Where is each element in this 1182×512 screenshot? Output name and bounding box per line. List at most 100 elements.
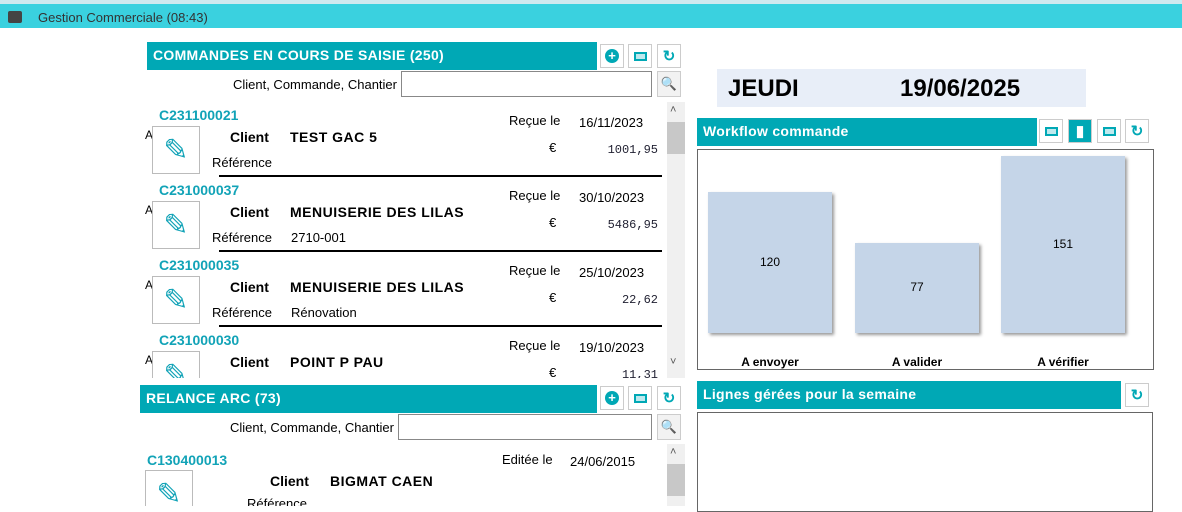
lignes-header: Lignes gérées pour la semaine — [697, 381, 1121, 409]
reference-value: Rénovation — [291, 305, 357, 320]
divider — [219, 325, 662, 327]
search-button[interactable]: 🔍 — [657, 71, 681, 97]
order-id[interactable]: C231000035 — [159, 257, 240, 273]
relance-search-input[interactable] — [398, 414, 652, 440]
list-icon — [1102, 126, 1116, 136]
relance-item[interactable]: C130400013 ✎ Client BIGMAT CAEN Référenc… — [140, 444, 665, 506]
lignes-panel — [697, 412, 1153, 512]
recue-date: 25/10/2023 — [579, 265, 645, 280]
commandes-search-input[interactable] — [401, 71, 652, 97]
bar-value-label: 77 — [910, 279, 924, 294]
order-item[interactable]: C231000030 Ac ✎ Client POINT P PAU Référ… — [145, 327, 662, 378]
recue-label: Reçue le — [509, 338, 561, 353]
list-button[interactable] — [628, 44, 652, 68]
reference-label: Référence — [247, 496, 307, 506]
current-date: 19/06/2025 — [900, 75, 1021, 102]
scroll-up-icon[interactable]: ˄ — [670, 104, 677, 116]
scroll-thumb[interactable] — [667, 122, 685, 154]
scroll-down-icon[interactable]: ˅ — [670, 356, 677, 368]
order-id[interactable]: C231000037 — [159, 182, 240, 198]
date-box: JEUDI 19/06/2025 — [717, 69, 1086, 107]
recue-label: Reçue le — [509, 188, 561, 203]
relance-add-button[interactable]: + — [600, 386, 624, 410]
relance-header: RELANCE ARC (73) — [140, 385, 597, 413]
amount: 5486,95 — [607, 218, 658, 232]
bar-value-label: 120 — [759, 254, 781, 269]
title-bar: Gestion Commerciale (08:43) — [0, 0, 1182, 28]
client-label: Client — [230, 129, 269, 145]
refresh-icon: ↻ — [662, 48, 676, 65]
refresh-button[interactable]: ↻ — [657, 44, 681, 68]
edit-button[interactable]: ✎ — [152, 126, 200, 174]
euro-label: € — [549, 290, 557, 305]
recue-date: 19/10/2023 — [579, 340, 645, 355]
recue-label: Reçue le — [509, 263, 561, 278]
workflow-refresh-button[interactable]: ↻ — [1125, 119, 1149, 143]
window-title: Gestion Commerciale (08:43) — [38, 10, 208, 25]
divider — [219, 250, 662, 252]
client-label: Client — [230, 204, 269, 220]
pencil-icon: ✎ — [156, 477, 182, 507]
client-label: Client — [230, 354, 269, 370]
editee-label: Editée le — [502, 452, 553, 467]
reference-label: Référence — [212, 155, 272, 170]
edit-button[interactable]: ✎ — [145, 470, 193, 506]
euro-label: € — [549, 365, 557, 378]
workflow-list-button[interactable] — [1039, 119, 1063, 143]
add-button[interactable]: + — [600, 44, 624, 68]
search-label: Client, Commande, Chantier — [232, 77, 397, 92]
commandes-header: COMMANDES EN COURS DE SAISIE (250) — [147, 42, 597, 70]
edit-button[interactable]: ✎ — [152, 351, 200, 378]
scroll-up-icon[interactable]: ˄ — [670, 446, 677, 458]
category-label: A envoyer — [741, 355, 799, 369]
category-label: A valider — [891, 355, 943, 369]
bar-2[interactable]: 151 — [1001, 156, 1125, 333]
order-item[interactable]: C231000035 Ac ✎ Client MENUISERIE DES LI… — [145, 252, 662, 327]
relance-refresh-button[interactable]: ↻ — [657, 386, 681, 410]
pencil-icon: ✎ — [163, 208, 189, 242]
lignes-refresh-button[interactable]: ↻ — [1125, 383, 1149, 407]
reference-value: 2710-001 — [291, 230, 346, 245]
bookmark-button[interactable]: ▮ — [1068, 119, 1092, 143]
relance-id[interactable]: C130400013 — [147, 452, 228, 468]
briefcase-icon — [8, 11, 22, 23]
divider — [219, 175, 662, 177]
reference-label: Référence — [212, 230, 272, 245]
category-label: A vérifier — [1037, 355, 1089, 369]
workflow-header: Workflow commande — [697, 118, 1037, 146]
day-name: JEUDI — [728, 75, 799, 102]
order-id[interactable]: C231000030 — [159, 332, 240, 348]
relance-search-button[interactable]: 🔍 — [657, 414, 681, 440]
client-value: MENUISERIE DES LILAS — [290, 204, 465, 220]
client-label: Client — [270, 473, 309, 489]
editee-date: 24/06/2015 — [570, 454, 636, 469]
refresh-icon: ↻ — [1130, 123, 1144, 140]
list-icon — [1044, 126, 1058, 136]
client-label: Client — [230, 279, 269, 295]
amount: 22,62 — [621, 293, 658, 307]
relance-search-label: Client, Commande, Chantier — [229, 420, 394, 435]
client-value: POINT P PAU — [290, 354, 384, 370]
list-icon — [633, 51, 647, 61]
reference-label: Référence — [212, 305, 272, 320]
scroll-thumb[interactable] — [667, 464, 685, 496]
client-value: TEST GAC 5 — [290, 129, 378, 145]
edit-button[interactable]: ✎ — [152, 276, 200, 324]
workflow-list-button-2[interactable] — [1097, 119, 1121, 143]
order-item[interactable]: C231100021 Ac ✎ Client TEST GAC 5 Référe… — [145, 102, 662, 177]
commandes-scrollbar[interactable]: ˄ ˅ — [667, 102, 685, 378]
bar-0[interactable]: 120 — [708, 192, 832, 333]
list-icon — [633, 393, 647, 403]
search-icon: 🔍 — [660, 76, 678, 91]
relance-scrollbar[interactable]: ˄ — [667, 444, 685, 506]
bar-1[interactable]: 77 — [855, 242, 979, 333]
relance-list-button[interactable] — [628, 386, 652, 410]
edit-button[interactable]: ✎ — [152, 201, 200, 249]
order-item[interactable]: C231000037 Ac ✎ Client MENUISERIE DES LI… — [145, 177, 662, 252]
order-id[interactable]: C231100021 — [159, 107, 239, 123]
pencil-icon: ✎ — [163, 133, 189, 167]
recue-label: Reçue le — [509, 113, 561, 128]
euro-label: € — [549, 215, 557, 230]
recue-date: 30/10/2023 — [579, 190, 645, 205]
plus-icon: + — [605, 49, 619, 63]
